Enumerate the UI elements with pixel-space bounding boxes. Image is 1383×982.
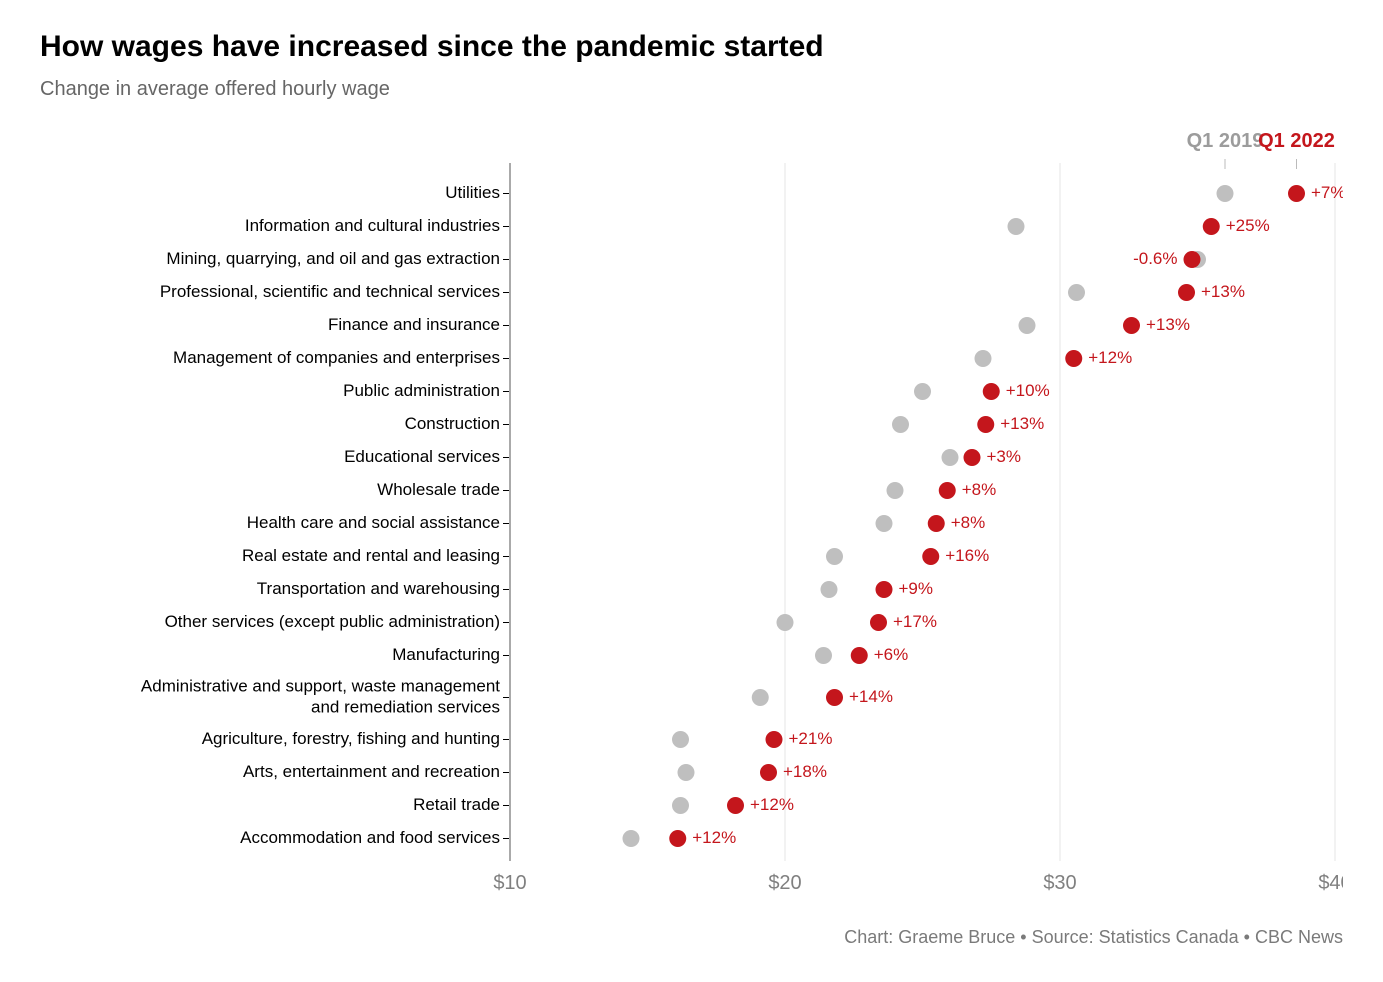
dot-2019 [623,830,640,847]
dot-2022 [1178,284,1195,301]
pct-label: -0.6% [1133,249,1177,268]
pct-label: +25% [1226,216,1270,235]
row-label: Manufacturing [392,645,500,664]
dot-2022 [977,416,994,433]
x-axis-tick-label: $20 [768,872,801,894]
row-label: Accommodation and food services [240,828,500,847]
dot-2019 [672,731,689,748]
dot-2022 [1123,317,1140,334]
dot-2022 [766,731,783,748]
dot-2019 [821,581,838,598]
dot-2022 [760,764,777,781]
dumbbell-chart-svg: $10 $20 $30 $40 Utilities +7% Information and … [40,121,1343,901]
chart-area: $10 $20 $30 $40 Utilities +7% Information and … [40,121,1343,901]
row-label: Finance and insurance [328,315,500,334]
legend-2019: Q1 2019 [1187,130,1264,152]
row-label: Construction [405,414,500,433]
chart-title: How wages have increased since the pande… [40,30,1343,64]
pct-label: +13% [1201,282,1245,301]
pct-label: +21% [789,729,833,748]
pct-label: +8% [962,480,997,499]
dot-2022 [727,797,744,814]
dot-2022 [851,647,868,664]
chart-container: How wages have increased since the pande… [0,0,1383,982]
dot-2022 [928,515,945,532]
pct-label: +3% [987,447,1022,466]
row-label: Other services (except public administra… [165,612,500,631]
dot-2019 [1068,284,1085,301]
row-label: Retail trade [413,795,500,814]
row-label: Wholesale trade [377,480,500,499]
pct-label: +12% [692,828,736,847]
dot-2019 [1019,317,1036,334]
dot-2019 [942,449,959,466]
dot-2022 [870,614,887,631]
row-label: Agriculture, forestry, fishing and hunti… [202,729,500,748]
dot-2019 [1008,218,1025,235]
dot-2019 [892,416,909,433]
x-axis-tick-label: $10 [493,872,526,894]
dot-2019 [752,689,769,706]
dot-2022 [964,449,981,466]
pct-label: +12% [1088,348,1132,367]
row-label: Real estate and rental and leasing [242,546,500,565]
dot-2019 [672,797,689,814]
legend-2022: Q1 2022 [1258,130,1335,152]
row-label: Information and cultural industries [245,216,500,235]
dot-2022 [1184,251,1201,268]
x-axis-tick-label: $40 [1318,872,1343,894]
dot-2022 [826,689,843,706]
row-label: and remediation services [311,698,500,717]
row-label: Arts, entertainment and recreation [243,762,500,781]
row-label: Transportation and warehousing [257,579,500,598]
pct-label: +18% [783,762,827,781]
row-label: Educational services [344,447,500,466]
pct-label: +17% [893,612,937,631]
dot-2022 [1203,218,1220,235]
pct-label: +12% [750,795,794,814]
x-axis-tick-label: $30 [1043,872,1076,894]
dot-2019 [975,350,992,367]
dot-2019 [678,764,695,781]
dot-2022 [1288,185,1305,202]
row-label: Professional, scientific and technical s… [160,282,500,301]
dot-2019 [914,383,931,400]
pct-label: +14% [849,687,893,706]
dot-2022 [1065,350,1082,367]
dot-2022 [669,830,686,847]
dot-2019 [887,482,904,499]
chart-footer: Chart: Graeme Bruce • Source: Statistics… [40,927,1343,948]
dot-2019 [876,515,893,532]
row-label: Mining, quarrying, and oil and gas extra… [166,249,500,268]
pct-label: +8% [951,513,986,532]
pct-label: +7% [1311,183,1343,202]
dot-2022 [922,548,939,565]
pct-label: +13% [1146,315,1190,334]
dot-2019 [826,548,843,565]
row-label: Health care and social assistance [247,513,500,532]
pct-label: +6% [874,645,909,664]
row-label: Management of companies and enterprises [173,348,500,367]
row-label: Administrative and support, waste manage… [141,676,500,695]
dot-2022 [876,581,893,598]
chart-subtitle: Change in average offered hourly wage [40,78,1343,101]
dot-2019 [1217,185,1234,202]
pct-label: +9% [899,579,934,598]
dot-2019 [777,614,794,631]
dot-2019 [815,647,832,664]
dot-2022 [983,383,1000,400]
row-label: Utilities [445,183,500,202]
pct-label: +16% [945,546,989,565]
pct-label: +10% [1006,381,1050,400]
pct-label: +13% [1000,414,1044,433]
row-label: Public administration [343,381,500,400]
dot-2022 [939,482,956,499]
